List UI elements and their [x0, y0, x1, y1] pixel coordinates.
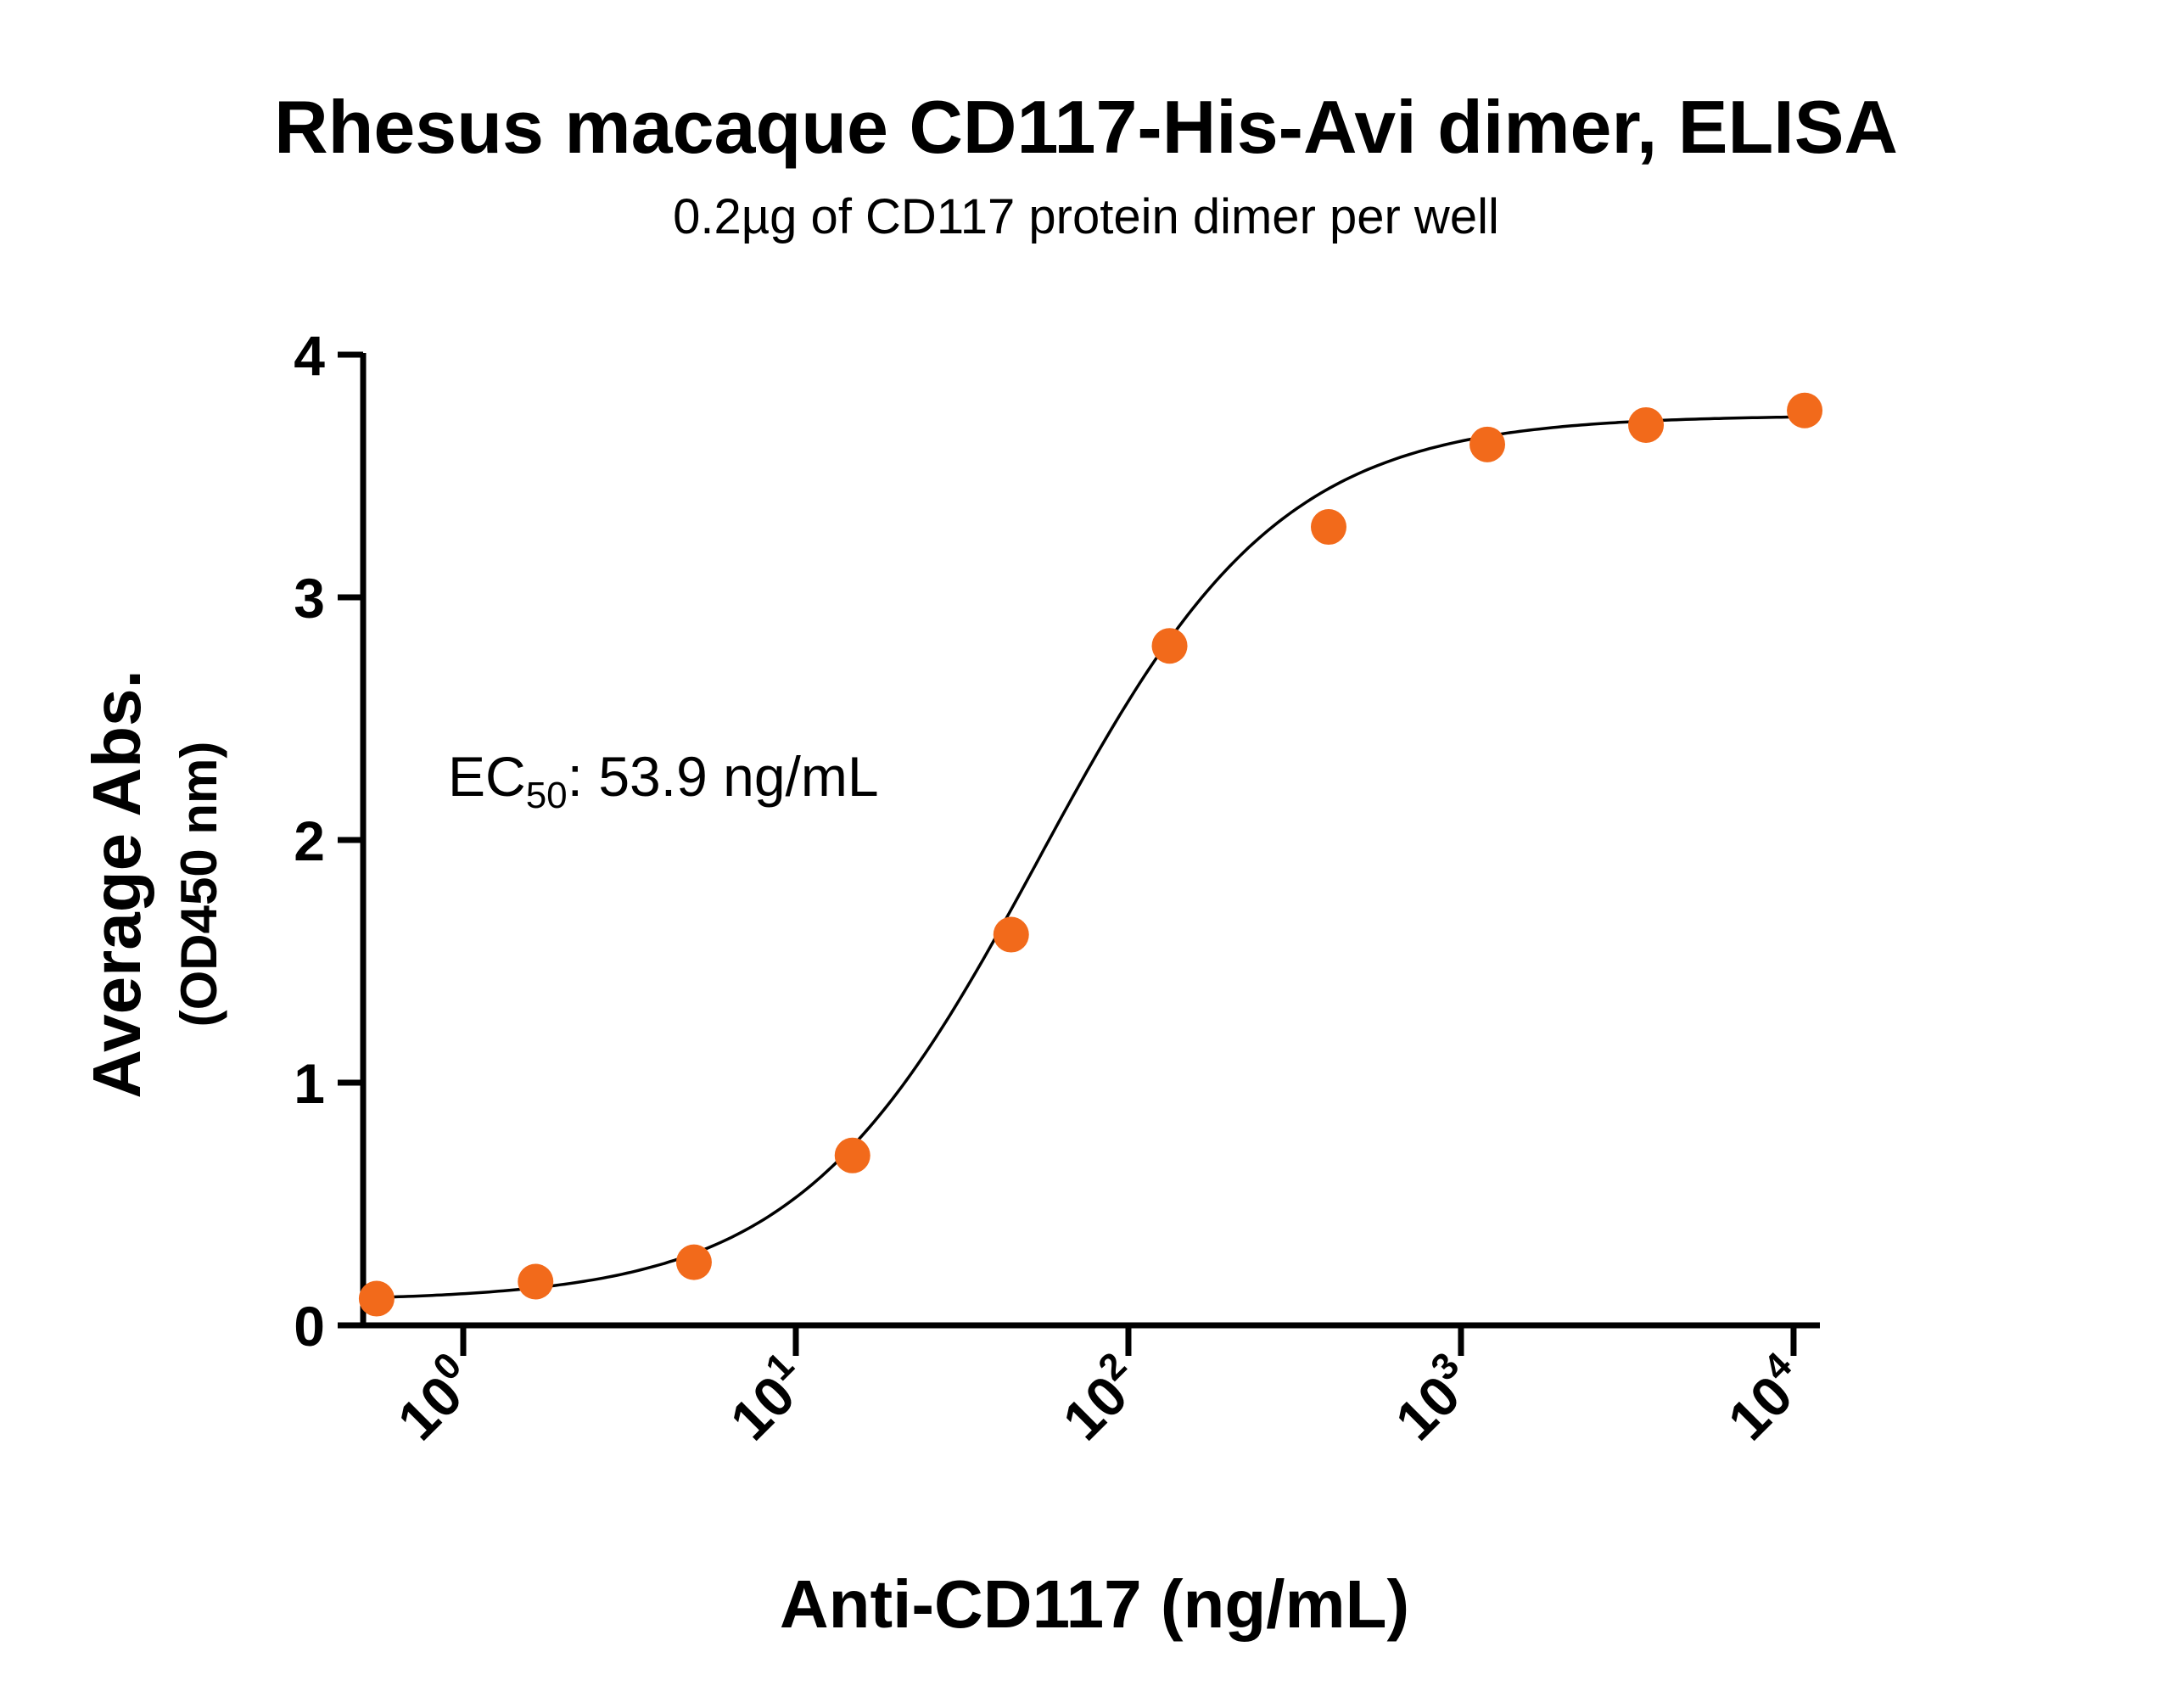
data-points: [358, 392, 1823, 1317]
x-tick-label: 100: [381, 1345, 489, 1453]
chart-subtitle: 0.2µg of CD117 protein dimer per well: [673, 189, 1499, 244]
data-point: [518, 1263, 554, 1300]
y-tick-label: 3: [294, 567, 325, 630]
axes: [360, 353, 1820, 1329]
y-tick-label: 4: [294, 324, 325, 387]
data-point: [1310, 509, 1346, 546]
data-point: [834, 1137, 870, 1173]
fit-curve: [379, 415, 1805, 1299]
x-tick-label: 104: [1711, 1344, 1819, 1452]
y-axis-title: Average Abs.: [79, 669, 154, 1098]
data-point: [358, 1280, 395, 1317]
data-point: [1787, 392, 1823, 428]
svg-text:101: 101: [714, 1345, 821, 1453]
svg-text:104: 104: [1711, 1344, 1819, 1452]
x-axis-ticks: 100 101 102 103 104: [381, 1325, 1819, 1453]
svg-text:100: 100: [381, 1345, 489, 1453]
x-tick-label: 103: [1379, 1345, 1486, 1453]
data-point: [993, 916, 1029, 953]
ec50-annotation: EC50: 53.9 ng/mL: [448, 745, 879, 816]
ec50-prefix: EC: [448, 745, 526, 808]
y-axis-label: Average Abs. (OD450 nm): [79, 669, 227, 1098]
y-axis-ticks: 0 1 2 3 4: [294, 324, 363, 1358]
svg-text:103: 103: [1379, 1345, 1486, 1453]
x-axis-label: Anti-CD117 (ng/mL): [780, 1566, 1409, 1642]
data-point: [1469, 426, 1506, 462]
chart-title: Rhesus macaque CD117-His-Avi dimer, ELIS…: [274, 85, 1898, 169]
ec50-subscript: 50: [526, 775, 568, 816]
x-tick-label: 101: [714, 1345, 821, 1453]
ec50-suffix: : 53.9 ng/mL: [568, 745, 879, 808]
data-point: [675, 1244, 712, 1280]
x-tick-label: 102: [1046, 1345, 1154, 1453]
y-tick-label: 0: [294, 1295, 325, 1358]
svg-text:102: 102: [1046, 1345, 1154, 1453]
y-axis-subtitle: (OD450 nm): [171, 742, 227, 1028]
data-point: [1151, 628, 1188, 664]
y-tick-label: 2: [294, 809, 325, 872]
data-point: [1628, 406, 1665, 443]
y-tick-label: 1: [294, 1052, 325, 1115]
